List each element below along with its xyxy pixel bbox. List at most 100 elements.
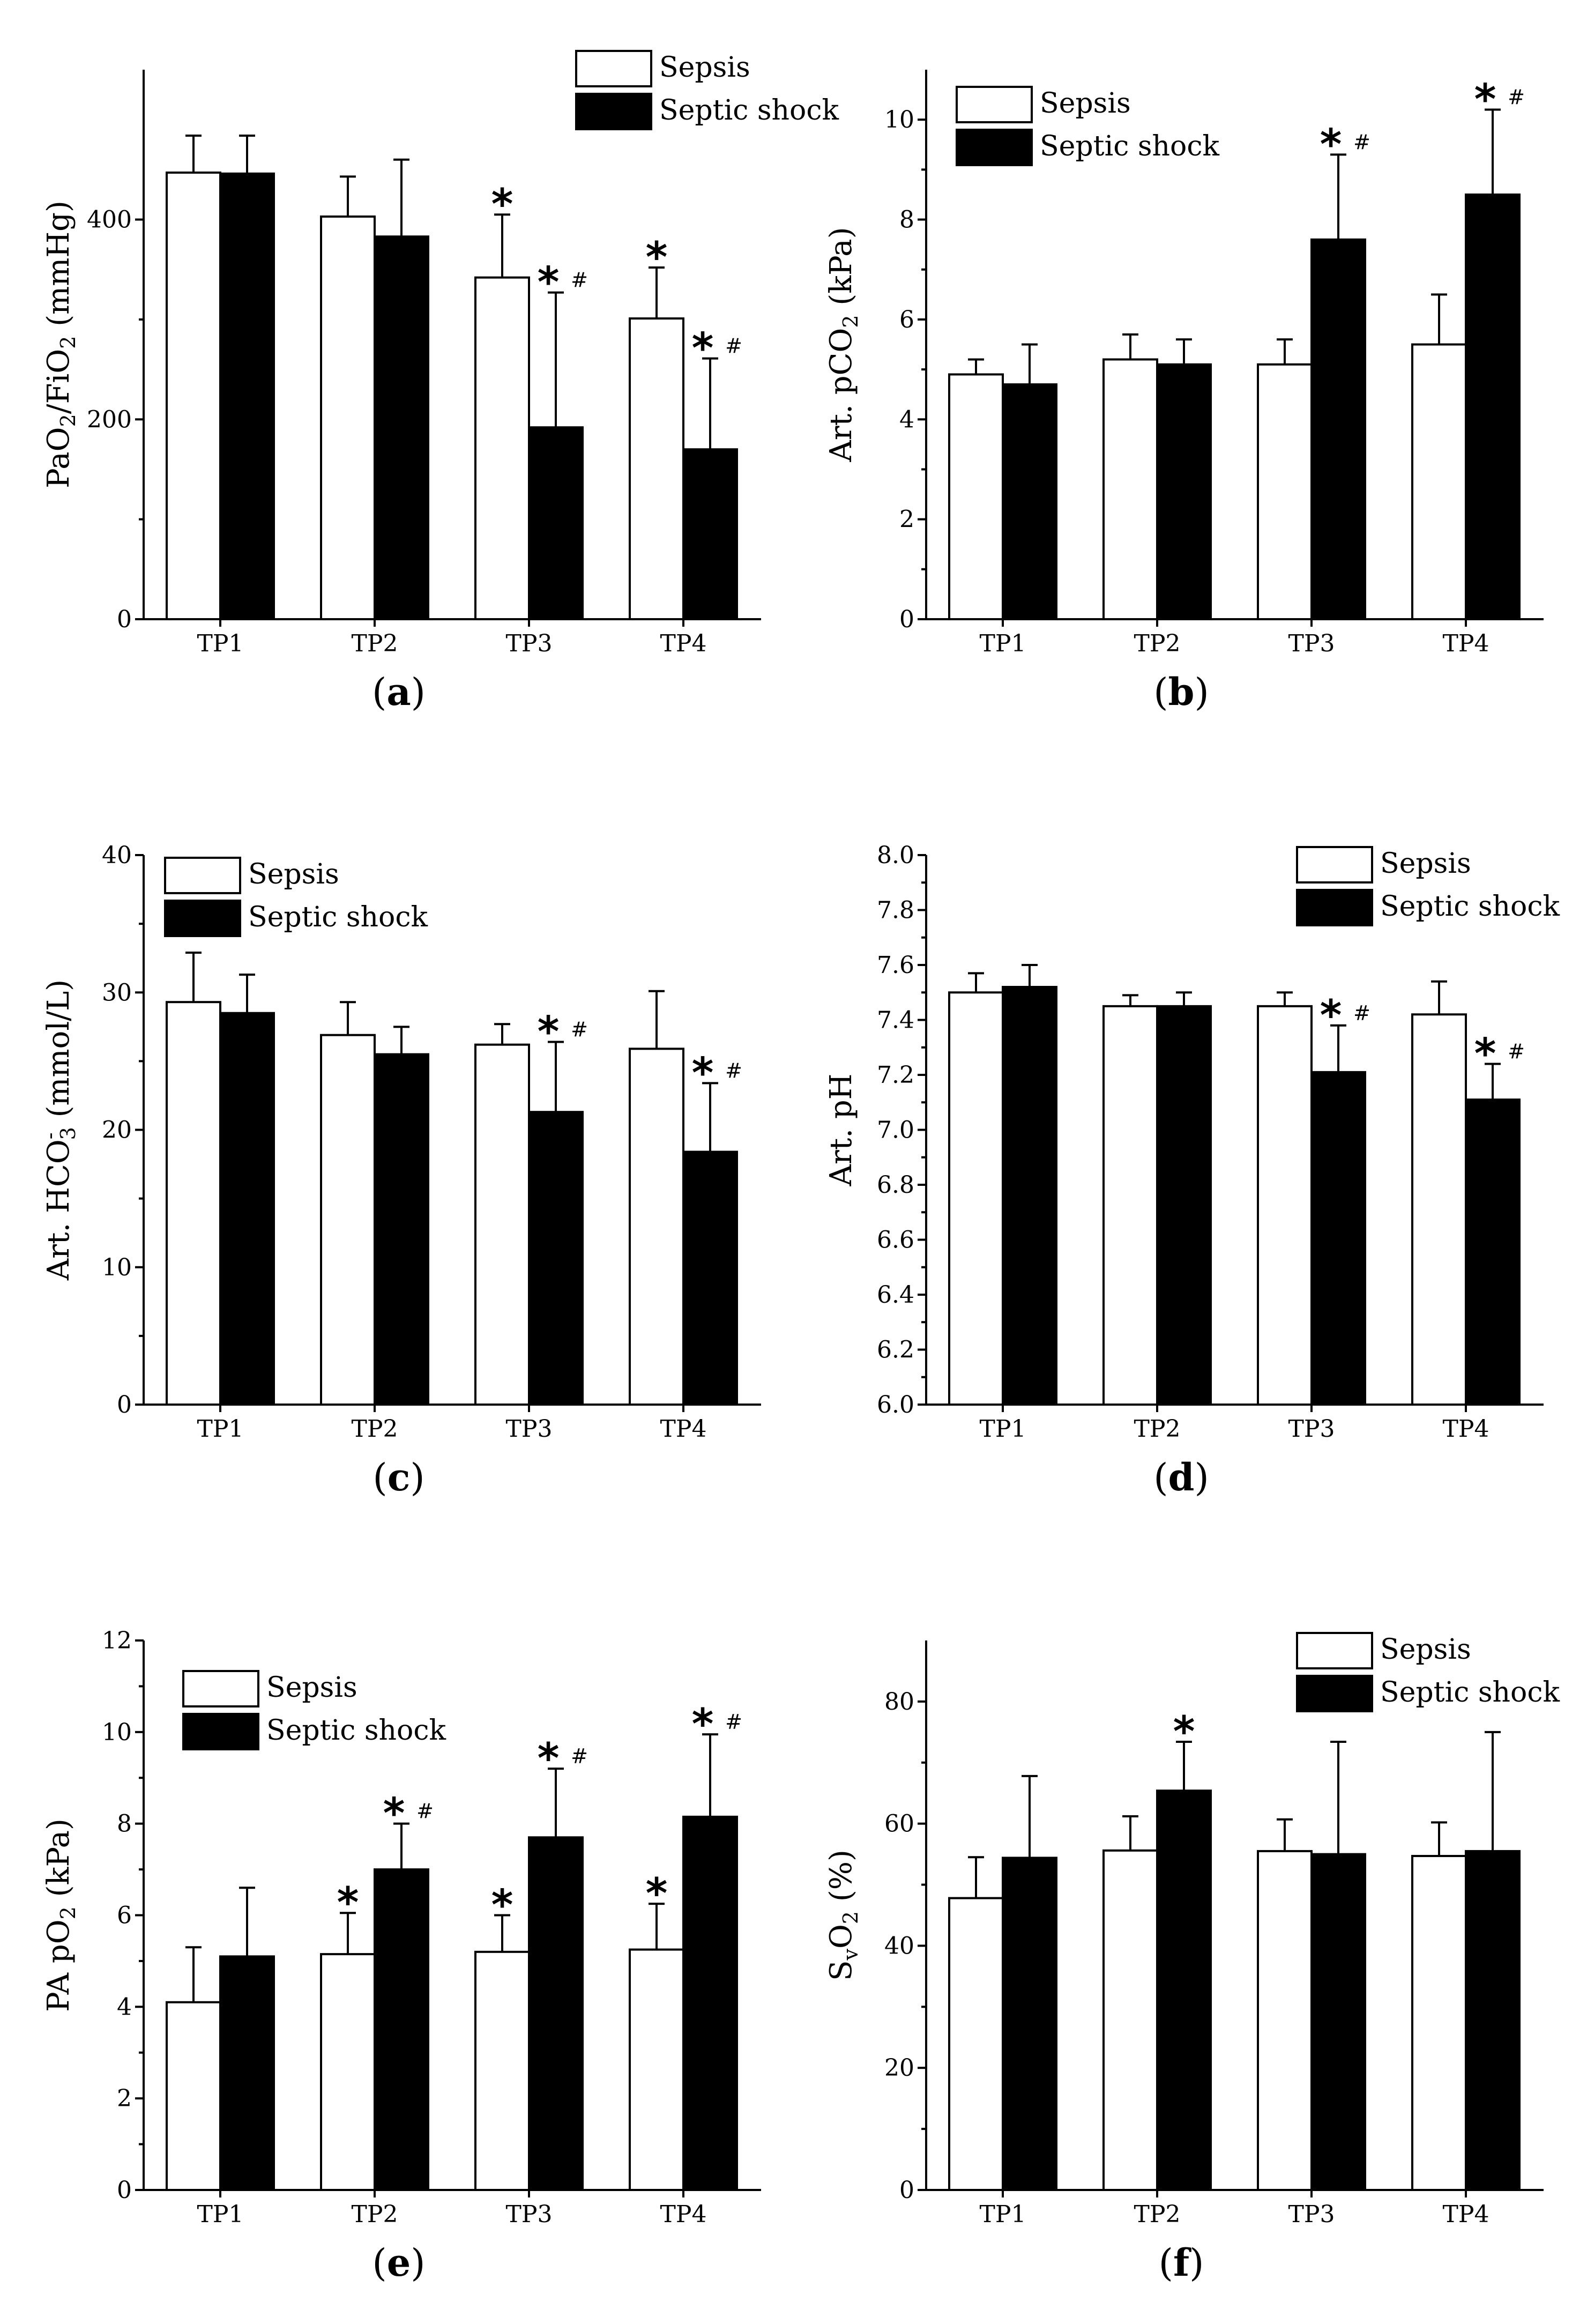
legend-label: Sepsis [266,1672,357,1704]
bar-sepsis [1411,343,1467,620]
y-tick-label: 20 [884,2054,914,2082]
x-tick-label: TP3 [1288,630,1335,657]
x-tick-label: TP2 [1134,2201,1181,2228]
significance-star: * [1474,1030,1496,1079]
y-tick-label: 6.0 [877,1391,914,1419]
y-tick-label: 60 [884,1810,914,1838]
legend-label: Sepsis [1380,848,1471,880]
significance-star: * [1173,1708,1195,1756]
panel-label-paren: ) [1189,2241,1204,2285]
panel-d: 6.0 6.2 6.4 6.6 6.8 7.0 7.2 7.4 7.6 7.8 8.0 TP1 TP2 T… [824,842,1560,1499]
legend-swatch-sepsis [164,857,241,894]
significance-star: * [646,234,668,282]
panel-label-paren: ) [411,2241,425,2285]
bar-sepsis [320,1034,376,1406]
bar-sepsis [1102,1849,1158,2192]
bar-septic-shock [1310,1071,1366,1406]
x-tick-label: TP1 [197,630,244,657]
bar-sepsis [474,1950,530,2191]
legend-swatch-septic-shock [1296,1675,1373,1712]
bar-septic-shock [528,426,584,620]
legend-label: Sepsis [1040,87,1131,120]
legend-label: Septic shock [659,94,839,127]
y-axis-label: Art. HCO-3 (mmol/L) [38,979,80,1281]
x-tick-label: TP1 [980,630,1026,657]
bar-septic-shock [219,1955,275,2191]
bar-sepsis [629,317,684,620]
y-axis-label-part: (mmol/L) [41,979,76,1127]
y-tick-label: 20 [102,1117,132,1144]
bar-sepsis [320,215,376,621]
panel-c: 0 10 20 30 40 TP1 TP2 TP3 TP4 * # * # Art. HCO-3 (mmo… [38,842,761,1499]
bar-sepsis [948,991,1004,1406]
panel-label: (c) [372,1455,424,1499]
y-axis-label-part: S [824,1960,859,1980]
x-tick-label: TP2 [352,2201,398,2228]
y-tick-label: 4 [899,406,914,433]
significance-star: * [692,325,714,373]
y-axis-label-part: (mmHg) [41,201,76,336]
y-axis-label-part: v [839,1948,862,1961]
significance-hash: # [571,1744,588,1768]
legend: Sepsis Septic shock [164,857,428,937]
x-tick-label: TP1 [197,1415,244,1443]
bar-sepsis [1257,1850,1313,2192]
bar-sepsis [1411,1855,1467,2192]
y-axis-label-part: Art. pCO [824,328,859,463]
y-tick-label: 0 [117,2177,132,2204]
legend-label: Septic shock [1040,130,1219,162]
bar-sepsis [629,1048,684,1406]
y-tick-label: 40 [102,842,132,869]
significance-star: * [1474,76,1496,124]
panel-label-paren: ) [1194,1456,1209,1499]
significance-hash: # [1508,1040,1525,1064]
significance-star: * [491,181,513,229]
panel-label-paren: ( [372,1456,387,1499]
panel-label-paren: ) [1194,670,1209,714]
y-tick-label: 10 [102,1719,132,1746]
bar-septic-shock [1002,986,1057,1406]
legend-swatch-septic-shock [164,900,241,937]
y-tick-label: 40 [884,1932,914,1959]
y-tick-label: 80 [884,1688,914,1716]
panel-label: (a) [372,670,426,714]
legend-swatch-sepsis [575,50,652,87]
x-tick-label: TP3 [506,630,553,657]
y-axis-label-part: 2 [56,336,80,349]
y-tick-label: 0 [899,606,914,633]
significance-hash: # [571,1018,588,1042]
panel-letter: e [387,2240,411,2285]
y-tick-label: 30 [102,979,132,1006]
legend-label: Sepsis [659,51,750,84]
y-tick-label: 10 [102,1254,132,1281]
bar-septic-shock [1156,1790,1212,2192]
significance-hash: # [416,1800,434,1823]
y-axis-label-part: - [38,1132,62,1139]
y-tick-label: 7.0 [877,1117,914,1144]
bar-sepsis [166,2001,221,2192]
bar-septic-shock [1465,1850,1521,2192]
panel-label: (e) [372,2240,425,2285]
panel-letter: f [1173,2240,1191,2285]
y-axis-label: SvO2 (%) [824,1850,862,1981]
bar-septic-shock [1465,1098,1521,1406]
x-tick-label: TP2 [352,630,398,657]
bar-sepsis [474,1043,530,1406]
y-axis-label-part: PaO [41,427,76,488]
y-tick-label: 6.6 [877,1227,914,1254]
y-tick-label: 0 [899,2177,914,2204]
bar-septic-shock [528,1111,584,1406]
bar-sepsis [1102,1005,1158,1406]
significance-star: * [1320,992,1342,1040]
legend-swatch-sepsis [1296,1632,1373,1669]
bar-septic-shock [682,448,738,620]
y-tick-label: 8 [899,206,914,234]
panel-label-paren: ( [1159,2241,1173,2285]
legend-swatch-sepsis [1296,846,1373,883]
legend-label: Septic shock [266,1714,446,1747]
panel-letter: a [386,670,411,714]
panel-label-paren: ) [410,1456,424,1499]
